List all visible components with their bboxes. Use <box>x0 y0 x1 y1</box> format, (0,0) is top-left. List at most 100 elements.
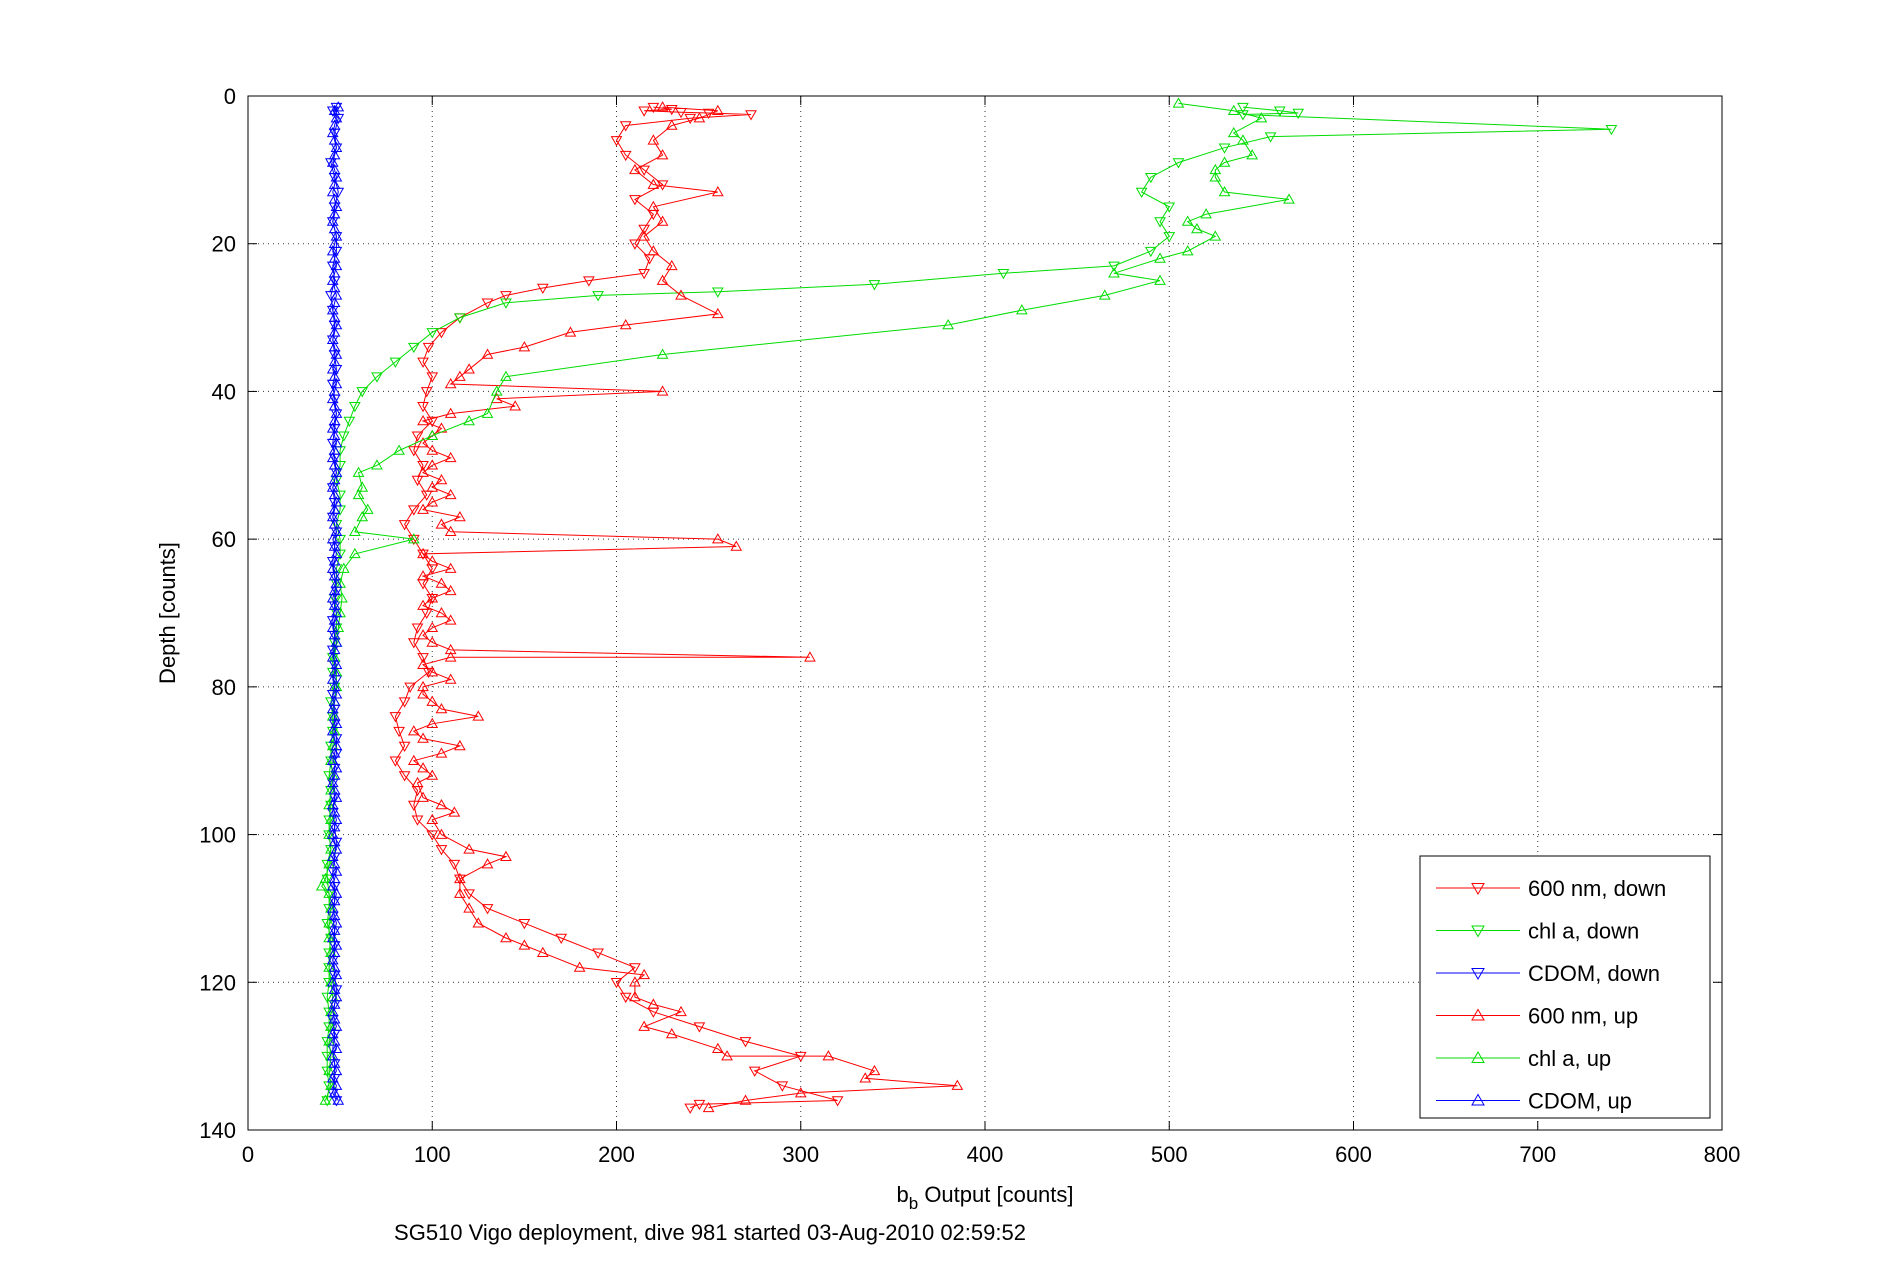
data-point <box>328 282 341 293</box>
data-point <box>693 1022 706 1033</box>
data-point <box>997 269 1010 280</box>
data-point <box>426 372 439 383</box>
data-point <box>393 444 405 455</box>
data-point <box>665 119 678 130</box>
data-point <box>326 215 339 226</box>
data-point <box>328 835 341 847</box>
data-point <box>330 437 343 448</box>
data-point <box>328 924 341 935</box>
y-tick-label: 60 <box>212 527 236 552</box>
data-point <box>518 939 531 950</box>
data-point <box>326 392 339 404</box>
series-line <box>412 106 958 1109</box>
data-point <box>804 651 816 662</box>
data-point <box>328 946 341 957</box>
data-point <box>330 1042 343 1054</box>
data-point <box>332 1094 345 1105</box>
data-point <box>349 525 361 537</box>
data-point <box>326 651 339 662</box>
data-point <box>343 416 356 427</box>
data-point <box>647 178 660 189</box>
data-point <box>328 1013 341 1024</box>
data-point <box>420 490 433 501</box>
data-point <box>638 230 650 241</box>
data-point <box>417 547 429 559</box>
data-point <box>426 416 439 427</box>
data-point <box>328 134 341 145</box>
data-point <box>1237 134 1249 145</box>
data-point <box>1135 187 1148 199</box>
data-point <box>328 341 341 352</box>
legend-swatch-marker <box>1471 1050 1485 1063</box>
data-point <box>326 186 339 197</box>
data-point <box>420 387 433 398</box>
data-point <box>1163 202 1176 213</box>
data-point <box>328 1035 341 1046</box>
data-point <box>417 570 429 581</box>
data-point <box>407 800 420 812</box>
data-point <box>435 703 448 714</box>
data-point <box>326 1072 339 1083</box>
data-point <box>426 593 439 605</box>
data-point <box>426 429 439 440</box>
data-point <box>647 998 660 1009</box>
data-point <box>326 850 339 861</box>
legend-entry: 600 nm, down <box>1528 876 1666 901</box>
data-point <box>407 342 420 354</box>
data-point <box>330 939 343 950</box>
data-point <box>330 348 343 359</box>
data-point <box>730 540 743 551</box>
x-axis-label: bb Output [counts] <box>896 1182 1073 1213</box>
data-point <box>404 682 417 693</box>
data-point <box>326 880 339 891</box>
data-point <box>330 917 343 928</box>
data-point <box>500 850 512 861</box>
data-point <box>328 732 341 743</box>
axis-ticks: 0 100 200 300 400 500 600 700 800 0 20 40 60 80 100 120… <box>199 84 1740 1167</box>
data-point <box>328 769 341 780</box>
data-point <box>328 584 341 596</box>
data-point <box>426 695 439 706</box>
data-point <box>328 555 341 566</box>
data-point <box>942 318 955 330</box>
data-point <box>321 1037 334 1048</box>
data-point <box>326 304 339 315</box>
data-point <box>326 725 339 736</box>
data-point <box>389 357 402 368</box>
data-point <box>330 813 343 825</box>
data-point <box>711 287 724 298</box>
data-point <box>463 889 475 900</box>
data-point <box>328 784 341 795</box>
data-point <box>444 488 457 500</box>
data-point <box>330 259 343 271</box>
data-point <box>638 968 650 980</box>
data-point <box>629 163 641 175</box>
series-5 <box>326 101 345 1105</box>
data-point <box>323 917 335 928</box>
data-point <box>326 274 339 285</box>
data-point <box>328 503 341 514</box>
data-point <box>675 1005 687 1017</box>
data-point <box>794 1087 807 1098</box>
legend-entry: 600 nm, up <box>1528 1004 1638 1029</box>
data-point <box>444 378 457 389</box>
data-point <box>426 769 439 780</box>
data-point <box>656 385 669 396</box>
data-point <box>711 186 724 197</box>
data-point <box>398 741 411 752</box>
data-point <box>1227 126 1240 138</box>
data-point <box>536 946 549 957</box>
data-point <box>426 481 439 492</box>
data-point <box>638 224 650 235</box>
data-point <box>330 1020 343 1031</box>
data-point <box>583 276 595 287</box>
data-point <box>417 437 429 448</box>
data-point <box>328 695 341 706</box>
data-point <box>319 1094 332 1105</box>
series-3 <box>407 101 964 1113</box>
data-point <box>536 283 549 295</box>
data-point <box>315 880 328 891</box>
data-point <box>326 621 339 633</box>
data-point <box>417 357 429 368</box>
data-point <box>448 806 461 817</box>
